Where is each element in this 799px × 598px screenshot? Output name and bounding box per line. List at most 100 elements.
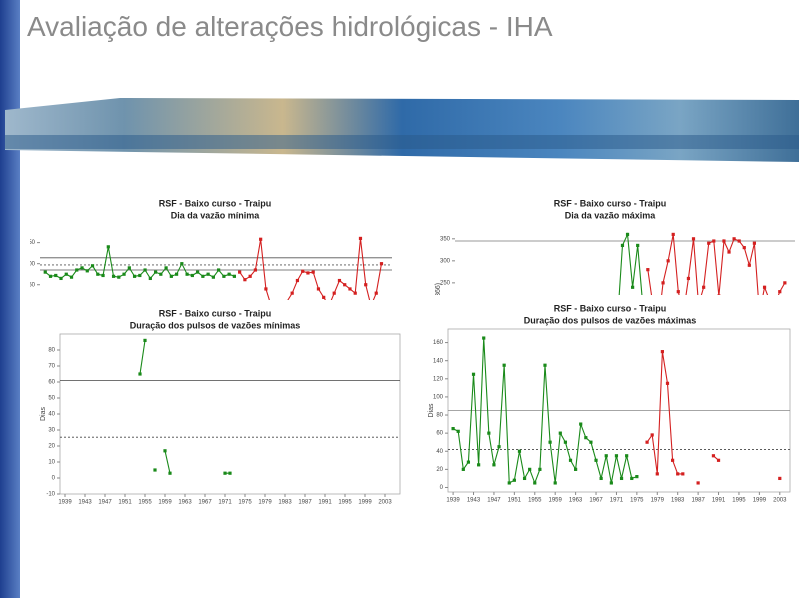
data-point xyxy=(517,449,522,453)
x-tick-label: 1987 xyxy=(298,500,312,506)
x-tick-label: 1971 xyxy=(610,498,624,504)
data-point xyxy=(635,475,639,479)
x-tick-label: 1947 xyxy=(98,500,112,506)
x-tick-label: 1951 xyxy=(118,500,132,506)
data-point xyxy=(691,237,696,241)
data-point xyxy=(374,291,378,295)
data-point xyxy=(122,272,126,276)
data-point xyxy=(568,458,573,462)
data-point xyxy=(707,241,711,245)
x-tick-label: 1947 xyxy=(487,498,501,504)
y-tick-label: 60 xyxy=(48,380,55,386)
data-point xyxy=(497,445,501,449)
data-point xyxy=(138,372,142,376)
data-point xyxy=(676,472,680,476)
data-point xyxy=(732,237,736,241)
plot-frame xyxy=(59,333,401,495)
data-point xyxy=(548,440,552,444)
data-point xyxy=(722,239,726,243)
data-point xyxy=(696,481,700,485)
y-tick-label: 40 xyxy=(48,412,55,418)
data-point xyxy=(502,363,506,367)
data-point xyxy=(223,471,227,475)
data-point xyxy=(620,243,625,248)
data-point xyxy=(665,381,670,385)
x-tick-label: 1983 xyxy=(278,500,292,506)
data-point xyxy=(59,276,63,281)
x-tick-label: 1955 xyxy=(138,500,152,506)
data-point xyxy=(778,476,782,481)
data-point xyxy=(164,266,168,270)
chart-title: RSF - Baixo curso - Traipu xyxy=(159,308,272,318)
side-bar xyxy=(0,0,20,598)
data-point xyxy=(106,245,110,249)
y-tick-label: 60 xyxy=(436,431,443,437)
y-tick-label: 300 xyxy=(30,261,36,267)
data-point xyxy=(619,476,624,481)
x-tick-label: 1967 xyxy=(198,500,212,506)
data-point xyxy=(174,272,179,276)
data-point xyxy=(614,454,619,458)
y-tick-label: 0 xyxy=(52,476,56,482)
series-line xyxy=(239,238,383,329)
data-point xyxy=(169,274,173,278)
data-point xyxy=(228,471,232,475)
x-tick-label: 1971 xyxy=(218,500,232,506)
data-point xyxy=(676,290,680,294)
data-point xyxy=(379,262,384,266)
data-point xyxy=(783,281,787,285)
data-point xyxy=(762,285,767,289)
data-point xyxy=(670,458,675,462)
y-tick-label: 20 xyxy=(436,467,443,473)
data-point xyxy=(358,236,363,241)
data-point xyxy=(301,269,305,273)
y-axis-label: Dias xyxy=(428,403,435,418)
data-point xyxy=(348,287,352,291)
series-line xyxy=(44,246,235,280)
data-point xyxy=(522,476,527,481)
data-point xyxy=(64,272,68,276)
data-point xyxy=(43,270,47,274)
y-tick-label: 120 xyxy=(433,376,444,382)
x-tick-label: 1995 xyxy=(338,500,352,506)
x-tick-label: 1951 xyxy=(508,498,522,504)
data-point xyxy=(574,467,578,471)
x-tick-label: 1943 xyxy=(78,500,92,506)
data-point xyxy=(660,350,664,354)
y-tick-label: 100 xyxy=(433,394,444,400)
data-point xyxy=(482,336,486,340)
data-point xyxy=(364,283,368,287)
data-point xyxy=(337,278,342,283)
chart-panel: RSF - Baixo curso - Traipu Duração dos pu… xyxy=(415,295,799,515)
data-point xyxy=(311,270,315,274)
data-point xyxy=(159,272,163,276)
data-point xyxy=(127,266,131,270)
slide-title: Avaliação de alterações hidrológicas - I… xyxy=(27,11,553,42)
data-point xyxy=(589,440,593,444)
data-point xyxy=(332,291,336,295)
data-point xyxy=(599,476,603,481)
data-point xyxy=(671,232,675,237)
x-tick-label: 1991 xyxy=(712,498,726,504)
data-point xyxy=(248,274,252,278)
banner-shade xyxy=(5,135,799,149)
data-point xyxy=(217,268,221,272)
data-point xyxy=(711,454,716,458)
y-tick-label: 80 xyxy=(436,413,443,419)
data-point xyxy=(727,250,731,254)
y-axis-label: Dias xyxy=(40,407,47,422)
data-point xyxy=(646,268,650,272)
data-point xyxy=(306,271,310,275)
chart-title: RSF - Baixo curso - Traipu xyxy=(159,198,272,208)
x-tick-label: 1955 xyxy=(528,498,542,504)
data-point xyxy=(645,440,649,444)
data-point xyxy=(563,440,568,444)
x-tick-label: 1963 xyxy=(178,500,192,506)
data-point xyxy=(238,270,242,274)
data-point xyxy=(143,268,147,272)
data-point xyxy=(168,471,172,475)
data-point xyxy=(702,285,706,289)
y-tick-label: 50 xyxy=(48,396,55,402)
data-point xyxy=(543,363,547,367)
